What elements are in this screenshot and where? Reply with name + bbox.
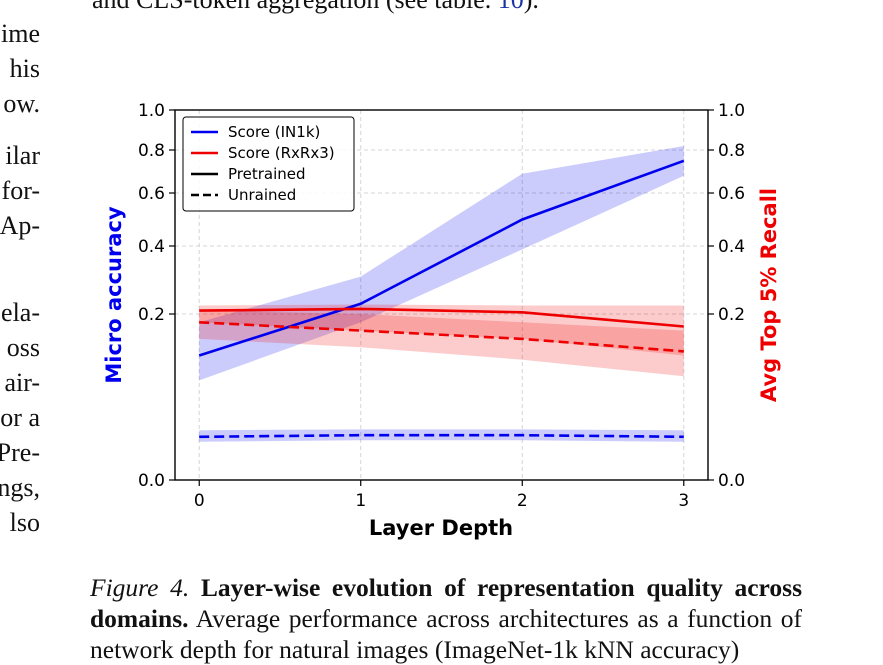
left-column-fragment: ow.: [3, 89, 40, 118]
right-y-axis-label: Avg Top 5% Recall: [757, 188, 781, 402]
left-column-fragment: .: [33, 543, 41, 560]
plot-frame: [174, 109, 709, 481]
axis-ticks: 0 1 2 3 0.0 0.0 0.2 0.2 0.4 0.4 0.6 0.6 0.8 0.8 1.0 1.0: [138, 101, 745, 511]
left-y-tick-label: 0.6: [138, 184, 165, 204]
left-column-fragment: Ap-: [0, 211, 40, 240]
left-y-tick-label: 1.0: [138, 101, 165, 121]
right-y-tick-label: 0.0: [718, 471, 745, 491]
caption-figure-label: Figure 4.: [90, 573, 190, 602]
figure-caption: Figure 4. Layer-wise evolution of repres…: [90, 572, 802, 665]
legend-label-in1k: Score (IN1k): [228, 123, 320, 141]
legend-label-unrained: Unrained: [228, 186, 296, 204]
right-y-tick-label: 0.6: [718, 184, 745, 204]
legend-box: [182, 116, 355, 212]
series-line-1: [199, 433, 684, 439]
left-column-text: ime his ow. ilar for- Ap- ela- oss air- …: [0, 0, 42, 560]
series-line-3: [199, 321, 684, 353]
table-reference-link[interactable]: 10: [498, 0, 524, 14]
left-column-fragment: ilar: [5, 141, 40, 170]
legend-label-rxrx3: Score (RxRx3): [228, 144, 335, 162]
caption-title: Layer-wise evolution of representation q…: [90, 573, 802, 633]
body-text-top-line: and CLS-token aggregation (see table. 10…: [92, 0, 539, 17]
left-column-fragment: ela-: [1, 298, 40, 327]
right-y-tick-label: 0.2: [718, 305, 745, 325]
chart-legend: Score (IN1k) Score (RxRx3) Pretrained Un…: [182, 116, 355, 212]
right-y-tick-label: 1.0: [718, 101, 745, 121]
x-tick-label: 3: [678, 491, 689, 511]
left-y-tick-label: 0.8: [138, 141, 165, 161]
legend-label-pretrained: Pretrained: [228, 165, 306, 183]
left-column-fragment: for-: [1, 176, 40, 205]
left-column-fragment: lso: [9, 508, 40, 537]
x-tick-label: 1: [355, 491, 366, 511]
right-y-tick-label: 0.4: [718, 237, 745, 257]
left-y-axis-label: Micro accuracy: [102, 206, 126, 384]
x-tick-label: 0: [194, 491, 205, 511]
left-column-fragment: ngs,: [0, 473, 40, 502]
series-lines: [198, 159, 685, 439]
left-column-fragment: air-: [4, 368, 40, 397]
x-axis-label: Layer Depth: [369, 516, 513, 540]
left-y-tick-label: 0.0: [138, 471, 165, 491]
left-column-fragment: Pre-: [0, 438, 40, 467]
caption-text: Average performance across architectures…: [195, 604, 773, 633]
layer-depth-chart: 0 1 2 3 0.0 0.0 0.2 0.2 0.4 0.4 0.6 0.6 0.8 0.8 1.0 1.0…: [102, 101, 781, 540]
left-y-tick-label: 0.2: [138, 305, 165, 325]
series-line-0: [198, 159, 685, 357]
left-y-tick-label: 0.4: [138, 237, 165, 257]
left-column-fragment: ime: [1, 19, 40, 48]
left-column-fragment: oss: [6, 333, 40, 362]
x-tick-label: 2: [517, 491, 528, 511]
right-y-tick-label: 0.8: [718, 141, 745, 161]
confidence-band-3: [199, 310, 684, 377]
left-column-fragment: or a: [0, 403, 40, 432]
left-column-fragment: his: [9, 54, 40, 83]
series-line-2: [199, 307, 684, 328]
